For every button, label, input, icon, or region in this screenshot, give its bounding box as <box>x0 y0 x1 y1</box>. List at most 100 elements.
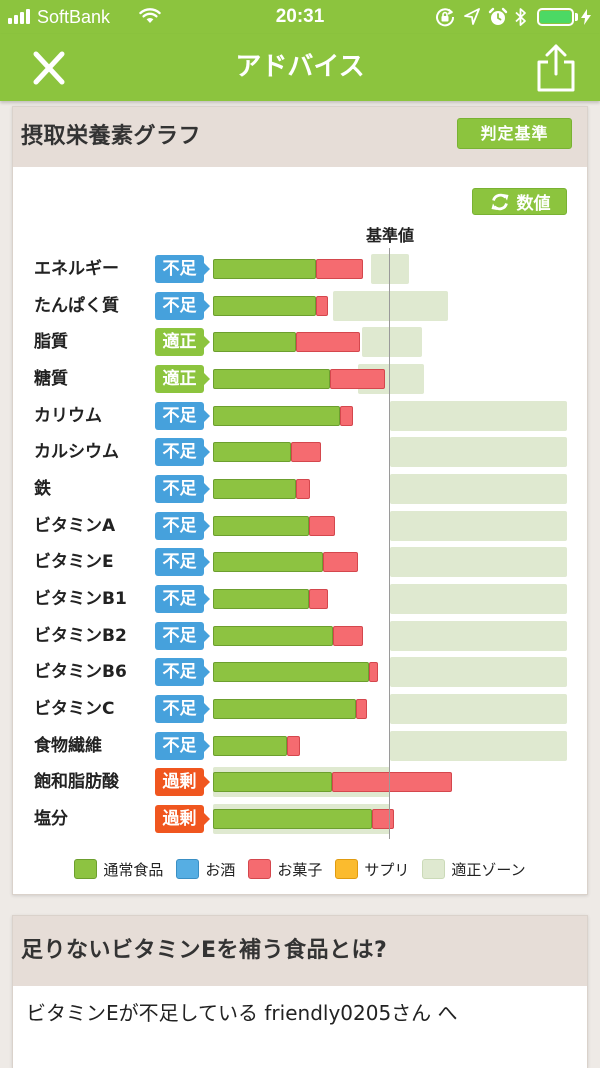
nutrient-label: ビタミンC <box>34 699 115 720</box>
bluetooth-icon <box>515 7 527 31</box>
nutrient-row: カリウム 不足 <box>13 398 587 434</box>
battery-nub <box>575 13 578 21</box>
nutrient-label: 糖質 <box>34 369 68 389</box>
values-button-label: 数値 <box>516 194 551 214</box>
bar-segment-series-2 <box>315 295 329 316</box>
bar-segment-series-2 <box>308 589 329 610</box>
legend-item: お酒 <box>176 859 235 880</box>
nutrient-row: 糖質 適正 <box>13 361 587 397</box>
nutrient-label: ビタミンB2 <box>34 625 127 646</box>
status-badge: 不足 <box>155 438 210 467</box>
bar-segment-series-0 <box>213 442 291 463</box>
values-toggle-button[interactable]: 数値 <box>472 188 567 215</box>
alarm-icon <box>488 7 508 31</box>
rotation-lock-icon <box>435 7 455 31</box>
nutrient-row: 食物繊維 不足 <box>13 728 587 764</box>
legend-item: サプリ <box>335 859 409 880</box>
bar-segment-series-0 <box>213 662 369 683</box>
legend-swatch-supplements <box>335 859 359 879</box>
bar-segment-series-2 <box>290 442 321 463</box>
status-badge: 不足 <box>155 511 210 540</box>
bar-segment-series-2 <box>322 552 359 573</box>
legend-item: 適正ゾーン <box>422 859 526 880</box>
bar-segment-series-0 <box>213 735 288 756</box>
reference-label: 基準値 <box>365 226 414 245</box>
bar-segment-series-0 <box>213 772 332 793</box>
status-badge: 過剰 <box>155 805 210 834</box>
nutrient-label: 飽和脂肪酸 <box>34 772 119 793</box>
status-badge: 不足 <box>155 585 210 614</box>
ideal-zone-mark <box>390 657 567 688</box>
bar-segment-series-0 <box>213 589 309 610</box>
nutrient-label: たんぱく質 <box>34 295 119 316</box>
ideal-zone-mark <box>390 620 567 651</box>
reference-line <box>389 248 390 840</box>
legend-swatch-alcohol <box>176 859 200 879</box>
nutrient-label: ビタミンE <box>34 552 114 573</box>
page-title: アドバイス <box>235 52 365 82</box>
status-badge: 不足 <box>155 658 210 687</box>
ideal-zone-mark <box>361 327 422 358</box>
nutrient-row: たんぱく質 不足 <box>13 288 587 324</box>
nutrient-row: エネルギー 不足 <box>13 251 587 287</box>
status-badge: 不足 <box>155 731 210 760</box>
bar-segment-series-2 <box>329 369 385 389</box>
nutrient-bar-chart: エネルギー 不足 たんぱく質 不足 脂質 適正 糖質 適正 カリウム 不足 カルシウム 不足鉄不足 ビタ… <box>13 107 587 894</box>
card-header: 足りないビタミンEを補う食品とは? <box>13 916 587 986</box>
nutrient-label: 塩分 <box>34 809 68 830</box>
nutrient-label: ビタミンA <box>34 515 116 536</box>
ideal-zone-mark <box>390 437 567 468</box>
ideal-zone-mark <box>390 510 567 541</box>
bar-segment-series-2 <box>340 405 353 426</box>
nutrient-label: 食物繊維 <box>34 735 102 756</box>
nutrient-row: ビタミンB1 不足 <box>13 581 587 617</box>
nutrient-row: ビタミンE 不足 <box>13 544 587 580</box>
legend-label: 通常食品 <box>103 860 164 879</box>
nutrient-row: 塩分 過剰 <box>13 801 587 837</box>
battery-level-fill <box>540 11 571 23</box>
bar-segment-series-0 <box>213 369 330 389</box>
bar-segment-series-2 <box>368 662 378 683</box>
legend-label: お酒 <box>205 860 236 879</box>
nutrient-graph-card: 摂取栄養素グラフ 判定基準 数値 基準値 エネルギー 不足 たんぱく質 不足 脂質 適正糖… <box>12 106 588 895</box>
legend-swatch-ideal-zone <box>422 859 446 879</box>
status-bar: SoftBank 20:31 <box>0 0 600 34</box>
bar-segment-series-0 <box>213 625 334 646</box>
nutrient-label: ビタミンB1 <box>34 589 127 610</box>
nutrient-label: ビタミンB6 <box>34 662 127 683</box>
signal-icon <box>8 9 34 24</box>
legend-swatch-normal-food <box>74 859 98 879</box>
ideal-zone-mark <box>390 584 567 615</box>
nutrient-label: カルシウム <box>34 442 119 463</box>
bar-segment-series-0 <box>213 332 297 353</box>
nutrient-row: カルシウム 不足 <box>13 434 587 470</box>
legend-label: 適正ゾーン <box>451 860 526 879</box>
legend-swatch-snacks <box>248 859 272 879</box>
criteria-button[interactable]: 判定基準 <box>457 118 572 149</box>
chart-legend: 通常食品 お酒 お菓子 サプリ 適正ゾーン <box>13 857 587 881</box>
nutrient-row: 鉄 不足 <box>13 471 587 507</box>
card-header: 摂取栄養素グラフ 判定基準 <box>13 107 587 167</box>
bar-segment-series-2 <box>356 699 367 720</box>
card-title: 足りないビタミンEを補う食品とは? <box>21 938 388 963</box>
ideal-zone-mark <box>333 290 449 321</box>
status-badge: 適正 <box>155 365 210 393</box>
advice-card: 足りないビタミンEを補う食品とは? ビタミンEが不足している friendly0… <box>12 915 588 1068</box>
nutrient-row: 脂質 適正 <box>13 324 587 360</box>
bar-segment-series-0 <box>213 259 316 279</box>
bar-segment-series-0 <box>213 479 297 500</box>
close-icon[interactable] <box>31 51 67 85</box>
nutrient-label: 脂質 <box>34 332 68 353</box>
charging-icon <box>581 9 591 29</box>
bar-segment-series-2 <box>315 259 364 279</box>
bar-segment-series-2 <box>296 479 311 500</box>
bar-segment-series-2 <box>333 625 364 646</box>
nutrient-row: ビタミンA 不足 <box>13 508 587 544</box>
refresh-icon <box>489 191 511 213</box>
location-icon <box>464 8 480 30</box>
wifi-icon <box>139 8 161 28</box>
share-icon[interactable] <box>534 43 578 93</box>
bar-segment-series-2 <box>287 735 300 756</box>
bar-segment-series-2 <box>372 809 394 830</box>
legend-label: お菓子 <box>277 860 323 879</box>
